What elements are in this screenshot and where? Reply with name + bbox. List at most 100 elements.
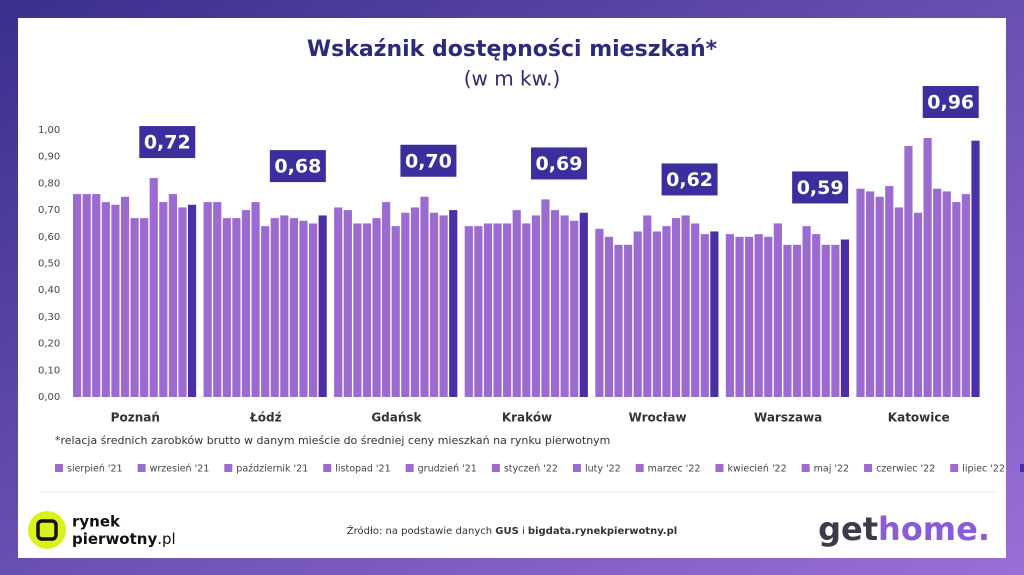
bar	[391, 226, 400, 397]
bar	[318, 215, 327, 397]
callout-box	[269, 150, 326, 183]
bar	[812, 234, 821, 397]
bar	[410, 207, 419, 397]
bar	[261, 226, 270, 397]
bar	[449, 210, 458, 397]
logo-text: home.	[878, 510, 990, 548]
x-tick-label: Poznań	[111, 411, 160, 425]
bar	[745, 236, 754, 397]
source-text: Źródło: na podstawie danych	[347, 524, 495, 537]
y-tick-label: 1,00	[38, 125, 60, 136]
x-tick-label: Katowice	[888, 411, 950, 425]
bar	[579, 212, 588, 397]
chart-title: Wskaźnik dostępności mieszkań*	[307, 37, 718, 62]
bar	[735, 236, 744, 397]
data-label: 0,69	[536, 153, 583, 175]
bar	[101, 202, 110, 397]
bar	[541, 199, 550, 397]
logo-text: .pl	[157, 530, 175, 548]
bar	[643, 215, 652, 397]
bar	[382, 202, 391, 397]
x-tick-label: Wrocław	[629, 411, 687, 425]
legend-label: październik '21	[236, 464, 308, 475]
y-tick-label: 0,10	[38, 365, 60, 376]
legend-label: listopad '21	[335, 464, 390, 475]
bar	[885, 186, 894, 397]
legend-label: luty '22	[585, 464, 621, 475]
data-label: 0,72	[144, 132, 191, 154]
bar	[802, 226, 811, 397]
legend-label: styczeń '22	[504, 464, 558, 475]
y-tick-label: 0,90	[38, 152, 60, 163]
x-tick-label: Łódź	[249, 411, 282, 425]
bar	[604, 236, 614, 397]
callout-box	[139, 126, 196, 159]
bar	[222, 218, 231, 397]
bar	[652, 231, 661, 397]
bar	[149, 178, 158, 397]
legend-swatch	[491, 464, 500, 472]
bar	[624, 244, 633, 397]
bar	[92, 194, 101, 397]
bar	[493, 223, 502, 397]
y-tick-label: 0,20	[38, 339, 60, 350]
bar	[840, 239, 850, 397]
bar	[372, 218, 381, 397]
callout-box	[531, 147, 587, 180]
legend-label: sierpień '21	[67, 464, 123, 475]
bar	[420, 196, 429, 397]
bar	[570, 220, 579, 397]
bar	[764, 236, 773, 397]
logo-text: pierwotny.pl	[72, 530, 176, 548]
x-tick-label: Kraków	[502, 411, 552, 425]
bar	[483, 223, 493, 397]
logo-right: gethome.	[818, 510, 990, 548]
bar	[299, 220, 308, 397]
y-tick-label: 0,50	[38, 259, 60, 270]
bar	[503, 223, 512, 397]
bar	[633, 231, 642, 397]
x-tick-label: Warszawa	[754, 411, 822, 425]
legend-label: wrzesień '21	[150, 464, 210, 475]
legend-label: maj '22	[814, 464, 849, 475]
legend-swatch	[801, 464, 810, 472]
bar	[792, 244, 802, 397]
callout-box	[661, 163, 718, 196]
bar	[203, 202, 212, 397]
bar	[783, 244, 792, 397]
bar	[168, 194, 178, 397]
bar	[904, 146, 913, 397]
data-label: 0,59	[797, 177, 844, 199]
bar	[691, 223, 700, 397]
bar	[362, 223, 372, 397]
logo-icon	[36, 519, 58, 541]
y-tick-label: 0,60	[38, 232, 60, 243]
bar	[280, 215, 289, 397]
bar	[474, 226, 483, 397]
bar	[429, 212, 439, 397]
chart-subtitle: (w m kw.)	[464, 67, 561, 91]
bar	[662, 226, 671, 397]
legend-swatch	[137, 464, 146, 472]
legend-label: grudzień '21	[418, 464, 477, 475]
legend-label: lipiec '22	[962, 464, 1005, 475]
footnote: *relacja średnich zarobków brutto w dany…	[55, 434, 610, 447]
bar	[82, 194, 91, 397]
legend-swatch	[224, 464, 233, 472]
bar	[773, 223, 782, 397]
bar	[439, 215, 448, 397]
bar	[866, 191, 875, 397]
source-text: bigdata.rynekpierwotny.pl	[528, 526, 677, 537]
bar	[971, 140, 980, 397]
bar	[522, 223, 531, 397]
y-tick-label: 0,80	[38, 178, 60, 189]
bar	[754, 234, 763, 397]
data-label: 0,68	[274, 156, 321, 178]
bar	[232, 218, 241, 397]
y-tick-label: 0,40	[38, 285, 60, 296]
callout-box	[792, 171, 849, 204]
y-tick-label: 0,30	[38, 312, 60, 323]
logo-text: get	[818, 510, 878, 548]
x-tick-label: Gdańsk	[371, 411, 422, 425]
